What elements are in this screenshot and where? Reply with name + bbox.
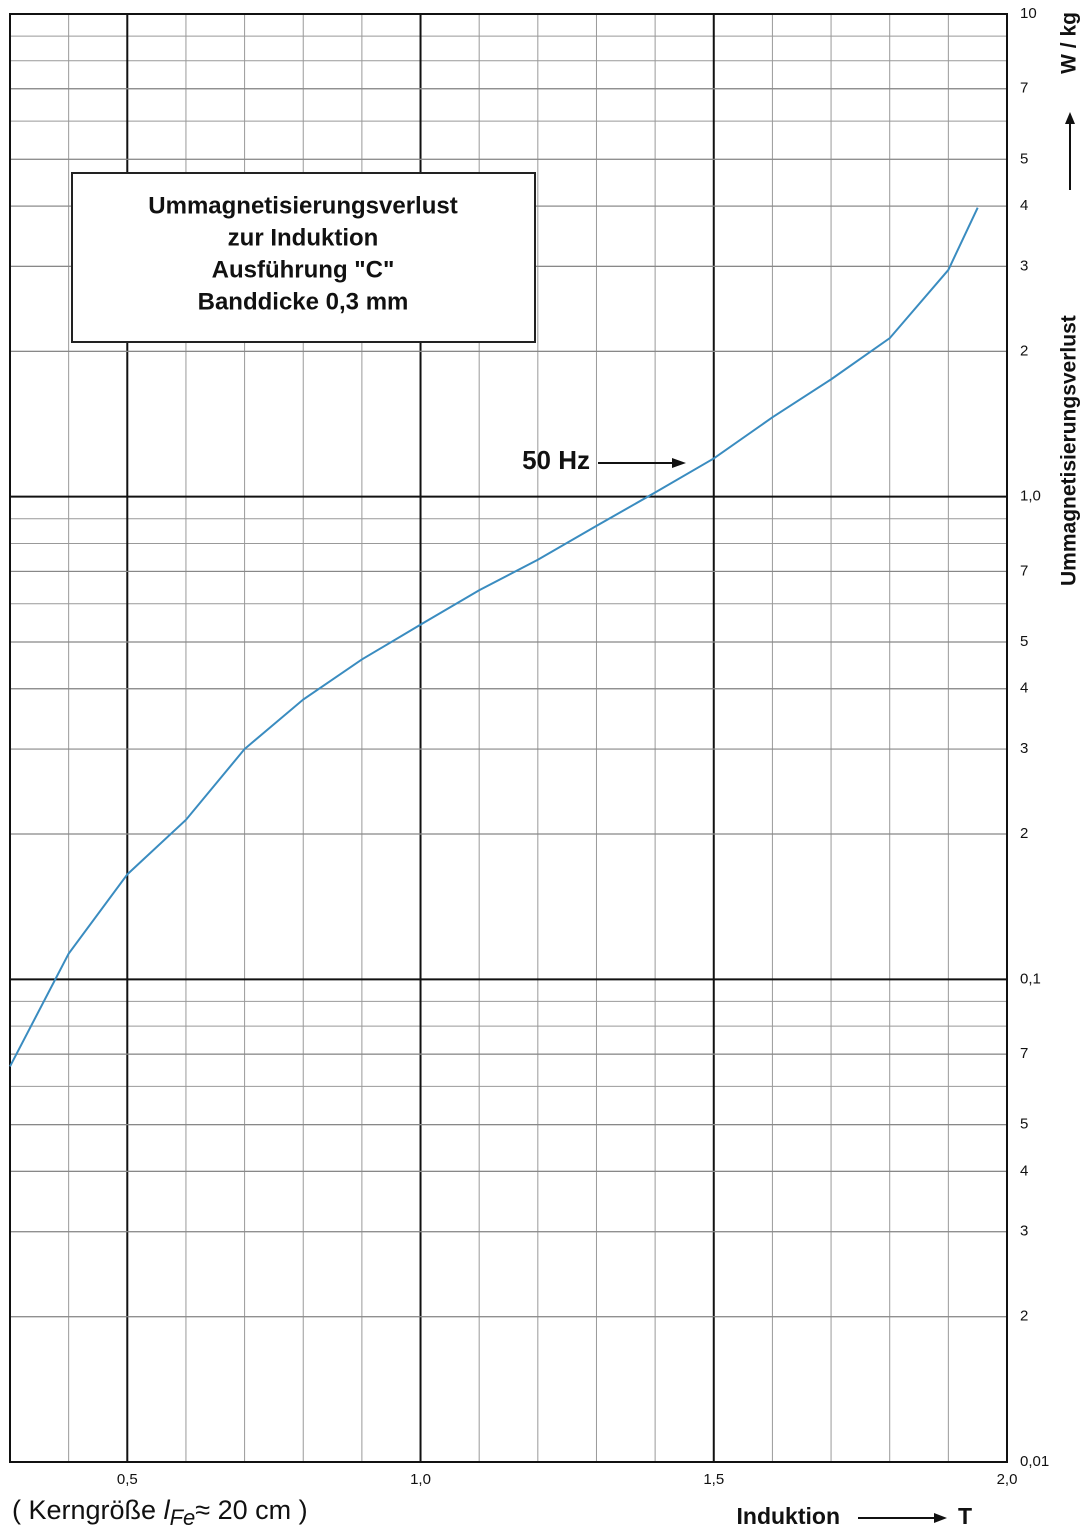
line-series	[9, 207, 979, 1067]
y-tick-label: 0,1	[1020, 970, 1041, 987]
y-tick-label: 1,0	[1020, 488, 1041, 505]
y-axis-label: Ummagnetisierungsverlust	[1058, 315, 1081, 586]
note-part: ≈ 20 cm )	[195, 1495, 307, 1525]
axis-arrow	[934, 1513, 947, 1523]
y-tick-label: 3	[1020, 740, 1028, 757]
y-tick-label: 10	[1020, 5, 1037, 22]
y-tick-label: 5	[1020, 150, 1028, 167]
x-axis-unit: T	[958, 1503, 972, 1529]
y-tick-label: 7	[1020, 1045, 1028, 1062]
x-tick-label: 1,5	[703, 1471, 724, 1488]
note-part: l	[164, 1495, 171, 1525]
note-part: ( Kerngröße	[12, 1495, 164, 1525]
y-tick-label: 0,01	[1020, 1453, 1049, 1470]
y-tick-label: 5	[1020, 1116, 1028, 1133]
x-axis-label: Induktion	[737, 1503, 840, 1529]
y-tick-label: 7	[1020, 562, 1028, 579]
series-label: 50 Hz	[522, 445, 590, 475]
chart-title: Ausführung "C"	[212, 256, 395, 283]
chart-title: Ummagnetisierungsverlust	[148, 192, 457, 219]
y-tick-label: 3	[1020, 1223, 1028, 1240]
y-tick-label: 5	[1020, 633, 1028, 650]
y-tick-label: 2	[1020, 1308, 1028, 1325]
y-axis-unit: W / kg	[1058, 12, 1081, 74]
note-part: Fe	[170, 1505, 196, 1530]
plot-frame	[9, 13, 1008, 1463]
note: ( Kerngröße lFe≈ 20 cm )	[12, 1495, 308, 1530]
axis-arrow	[1065, 112, 1075, 124]
y-tick-label: 4	[1020, 680, 1028, 697]
label-arrow	[672, 458, 686, 468]
y-tick-label: 3	[1020, 257, 1028, 274]
y-tick-label: 7	[1020, 80, 1028, 97]
y-tick-label: 4	[1020, 197, 1028, 214]
title-box	[71, 172, 536, 343]
y-tick-label: 2	[1020, 342, 1028, 359]
chart-title: zur Induktion	[228, 224, 379, 251]
x-tick-label: 2,0	[997, 1471, 1018, 1488]
y-tick-label: 4	[1020, 1162, 1028, 1179]
x-tick-label: 0,5	[117, 1471, 138, 1488]
y-tick-label: 2	[1020, 825, 1028, 842]
x-tick-label: 1,0	[410, 1471, 431, 1488]
chart-title: Banddicke 0,3 mm	[198, 288, 409, 315]
